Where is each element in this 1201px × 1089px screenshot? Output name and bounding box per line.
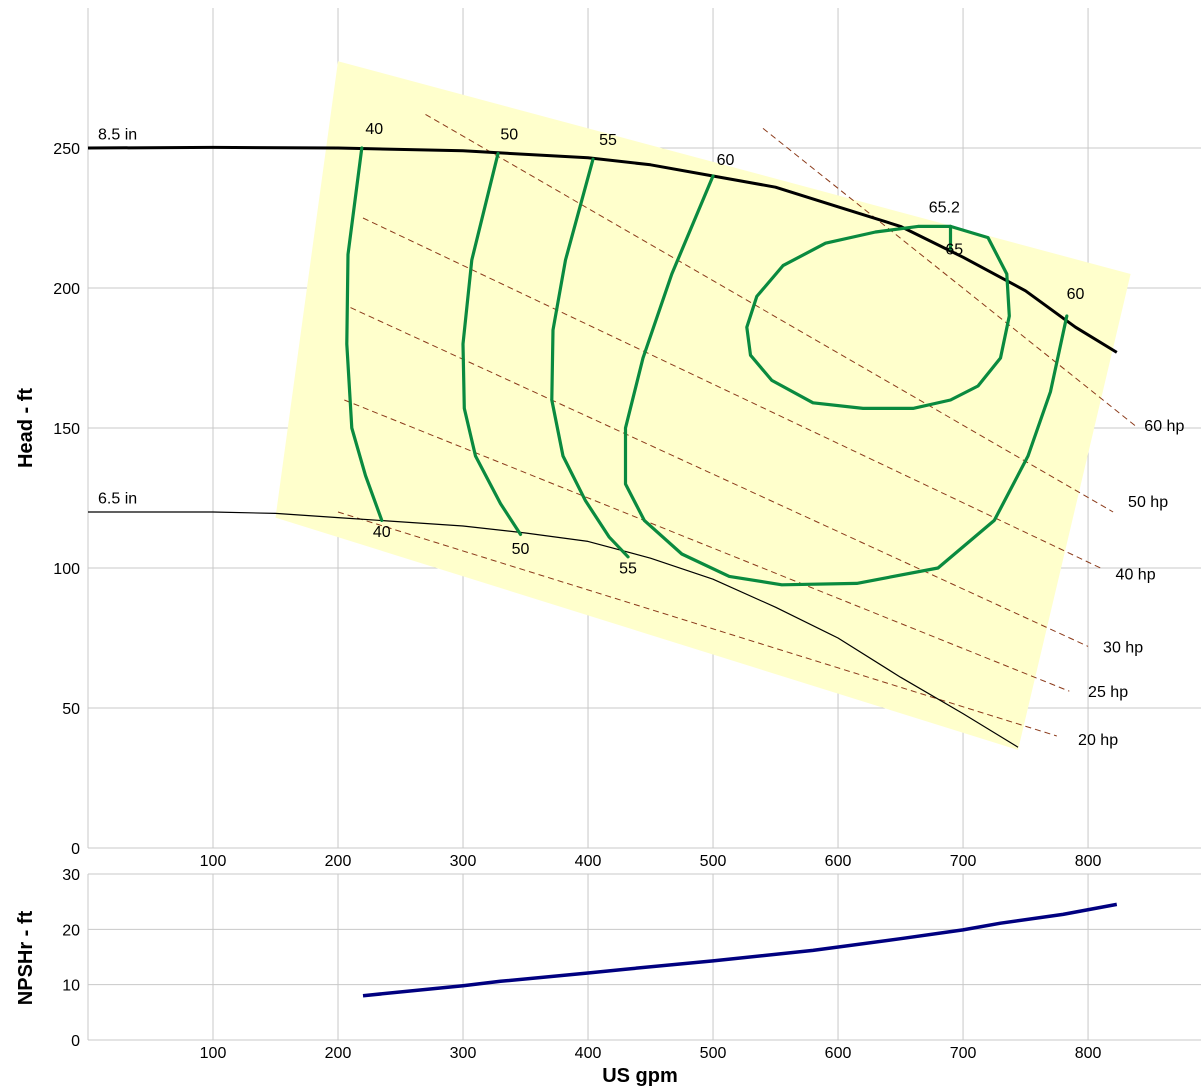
x-tick-label: 100 <box>200 1045 227 1062</box>
x-tick-label: 700 <box>950 1045 977 1062</box>
operating-region <box>275 61 1131 750</box>
efficiency-label: 65.2 <box>929 199 960 216</box>
power-label: 50 hp <box>1128 494 1168 511</box>
efficiency-curve <box>461 152 523 536</box>
efficiency-curve <box>345 146 384 522</box>
efficiency-label: 65 <box>945 241 963 258</box>
efficiency-label: 40 <box>365 121 383 138</box>
x-tick-label: 600 <box>825 853 852 870</box>
head-axis-ticks: 100 200 300 400 500 600 700 800 0 50 100 150 200 250 <box>53 141 1101 870</box>
npshr-line <box>362 902 1118 998</box>
efficiency-label: 50 <box>512 541 530 558</box>
impeller-label: 6.5 in <box>98 491 137 508</box>
y-tick-label: 150 <box>53 421 80 438</box>
efficiency-label: 60 <box>1067 286 1085 303</box>
x-tick-label: 500 <box>700 1045 727 1062</box>
x-tick-label: 800 <box>1075 1045 1102 1062</box>
curve-labels: 8.5 in 6.5 in 40 50 55 60 65.2 65 60 40 50 55 60 hp 5… <box>98 121 1184 749</box>
y-tick-label: 10 <box>62 978 80 995</box>
y-tick-label: 0 <box>71 1033 80 1050</box>
x-tick-label: 500 <box>700 853 727 870</box>
efficiency-label: 55 <box>599 132 617 149</box>
power-curve <box>344 399 1070 692</box>
npshr-gridlines <box>87 873 1201 1041</box>
power-label: 40 hp <box>1116 567 1156 584</box>
y-tick-label: 20 <box>62 922 80 939</box>
npshr-axis-ticks: 100 200 300 400 500 600 700 800 0 10 20 30 <box>62 867 1101 1062</box>
head-axis-title: Head - ft <box>15 388 37 468</box>
x-tick-label: 300 <box>450 853 477 870</box>
y-tick-label: 0 <box>71 841 80 858</box>
efficiency-curve <box>550 157 630 559</box>
power-curves <box>337 113 1139 737</box>
efficiency-curves <box>345 146 1069 587</box>
x-tick-label: 200 <box>325 1045 352 1062</box>
x-tick-label: 200 <box>325 853 352 870</box>
power-label: 20 hp <box>1078 732 1118 749</box>
y-tick-label: 50 <box>62 701 80 718</box>
efficiency-label: 55 <box>619 561 637 578</box>
efficiency-label: 40 <box>373 524 391 541</box>
npshr-chart: NPSHr - ft 100 200 300 400 500 600 700 800 0 10 20… <box>15 867 1201 1087</box>
npshr-axis-title: NPSHr - ft <box>15 910 37 1005</box>
impeller-label: 8.5 in <box>98 127 137 144</box>
y-tick-label: 30 <box>62 867 80 884</box>
x-tick-label: 700 <box>950 853 977 870</box>
power-curve <box>425 113 1114 513</box>
head-chart: Head - ft 100 200 300 400 500 600 700 800050100… <box>15 8 1201 870</box>
power-label: 60 hp <box>1144 418 1184 435</box>
x-tick-label: 800 <box>1075 853 1102 870</box>
npshr-curve <box>362 902 1118 998</box>
power-label: 25 hp <box>1088 684 1128 701</box>
power-curve <box>762 128 1139 429</box>
y-tick-label: 250 <box>53 141 80 158</box>
y-tick-label: 100 <box>53 561 80 578</box>
power-curve <box>350 307 1089 647</box>
x-tick-label: 400 <box>575 853 602 870</box>
efficiency-curve <box>623 174 1069 587</box>
x-tick-label: 100 <box>200 853 227 870</box>
power-label: 30 hp <box>1103 639 1143 656</box>
x-axis-title: US gpm <box>602 1065 678 1087</box>
x-tick-label: 400 <box>575 1045 602 1062</box>
x-tick-label: 300 <box>450 1045 477 1062</box>
efficiency-label: 60 <box>717 152 735 169</box>
power-curve <box>337 511 1057 737</box>
x-tick-label: 600 <box>825 1045 852 1062</box>
power-curve <box>362 217 1101 569</box>
efficiency-curve <box>745 224 1011 410</box>
y-tick-label: 200 <box>53 281 80 298</box>
impeller-curve <box>87 145 1118 354</box>
efficiency-label: 50 <box>500 127 518 144</box>
